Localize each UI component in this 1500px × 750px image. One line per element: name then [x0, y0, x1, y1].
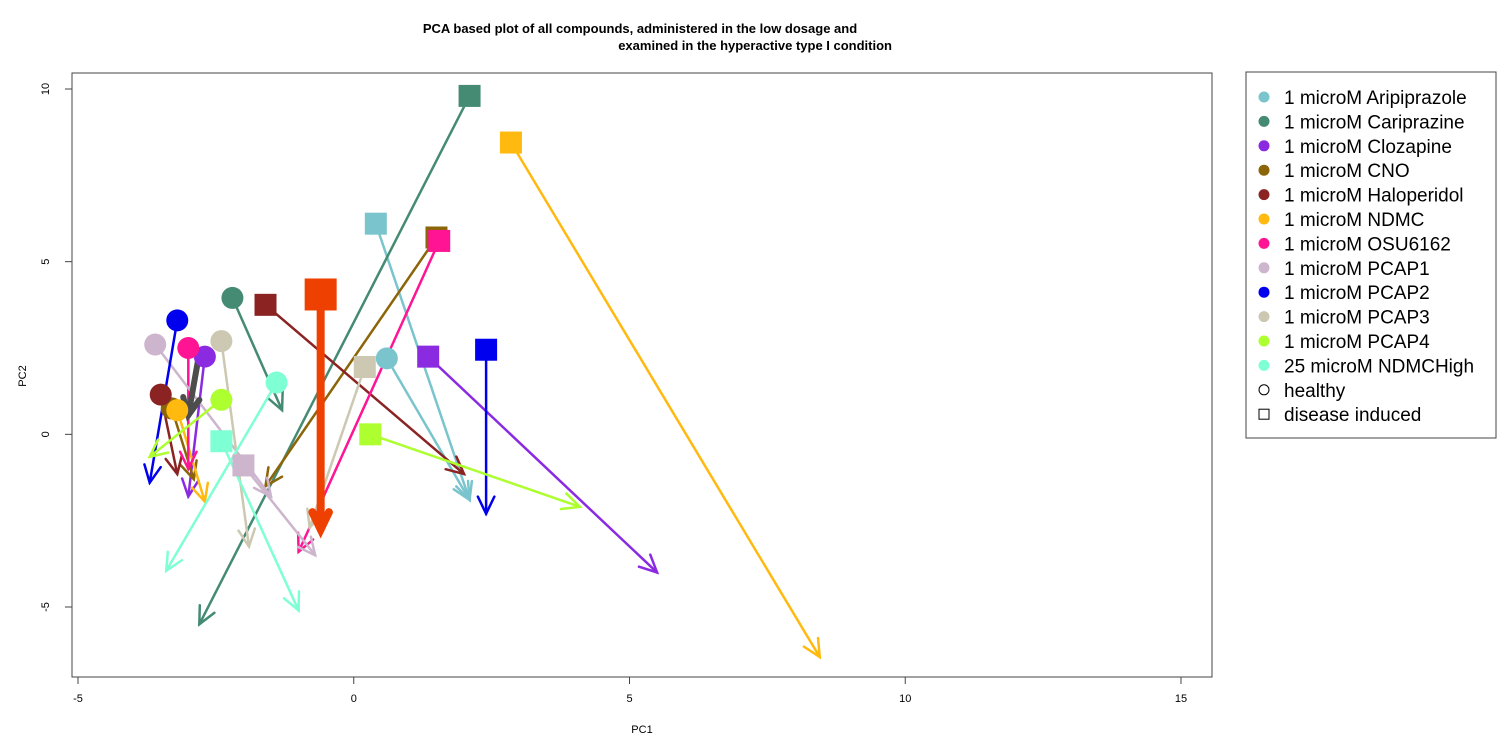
legend-swatch	[1258, 262, 1270, 274]
legend-healthy-symbol	[1258, 384, 1270, 396]
arrow-disease	[263, 236, 438, 489]
arrow-disease	[426, 355, 660, 575]
legend: 1 microM Aripiprazole 1 microM Cariprazin…	[1245, 71, 1497, 439]
legend-swatch	[1258, 335, 1270, 347]
healthy-point	[177, 337, 200, 359]
legend-disease-symbol	[1258, 408, 1270, 420]
disease-point	[458, 84, 481, 107]
legend-label: 1 microM OSU6162	[1284, 234, 1451, 255]
arrow-disease	[306, 365, 367, 531]
legend-swatch	[1258, 359, 1270, 371]
disease-point	[304, 278, 337, 311]
healthy-point	[375, 347, 398, 370]
legend-swatch	[1258, 164, 1270, 176]
chart-title-line-1: PCA based plot of all compounds, adminis…	[423, 21, 857, 36]
legend-swatch	[1258, 91, 1270, 103]
legend-swatch	[1258, 213, 1270, 225]
legend-label: 1 microM Aripiprazole	[1284, 88, 1467, 109]
x-tick-label: -5	[73, 693, 83, 705]
arrow-disease	[242, 464, 317, 558]
healthy-point	[193, 345, 216, 368]
legend-label: 1 microM Haloperidol	[1284, 186, 1464, 207]
disease-point	[428, 229, 451, 252]
healthy-point	[166, 399, 189, 422]
plot-frame	[71, 72, 1213, 678]
legend-label: 1 microM PCAP3	[1284, 308, 1430, 329]
arrow-disease	[369, 433, 583, 511]
legend-label: 1 microM Cariprazine	[1284, 112, 1465, 133]
legend-label: 1 microM NDMC	[1284, 210, 1424, 231]
legend-swatch	[1258, 189, 1270, 201]
legend-swatch	[1258, 140, 1270, 152]
legend-label: 25 microM NDMCHigh	[1284, 356, 1474, 377]
legend-swatch	[1258, 286, 1270, 298]
legend-swatch	[1258, 311, 1270, 323]
arrow-healthy	[164, 381, 278, 574]
x-tick-label: 5	[626, 693, 632, 705]
legend-shape-label: healthy	[1284, 381, 1346, 402]
arrow-disease	[264, 303, 467, 476]
legend-shape-label: disease induced	[1284, 405, 1421, 426]
disease-point	[232, 454, 255, 477]
arrows-layer	[143, 94, 822, 660]
x-tick-label: 0	[351, 693, 357, 705]
legend-label: 1 microM Clozapine	[1284, 137, 1452, 158]
legend-label: 1 microM PCAP4	[1284, 332, 1430, 353]
healthy-point	[210, 330, 233, 353]
arrow-disease	[509, 141, 822, 660]
y-tick-label: 5	[40, 259, 52, 265]
healthy-point	[149, 383, 172, 406]
y-axis: -5 0 5 10	[40, 83, 73, 612]
chart-title-line-2: examined in the hyperactive type I condi…	[618, 38, 892, 53]
legend-label: 1 microM PCAP2	[1284, 283, 1430, 304]
arrow-healthy	[176, 408, 210, 505]
healthy-point	[265, 371, 288, 394]
arrow-healthy	[147, 398, 223, 459]
healthy-point	[210, 388, 233, 411]
healthy-point	[221, 286, 244, 309]
disease-point	[359, 423, 382, 446]
legend-swatch	[1258, 115, 1270, 127]
x-axis: -5 0 5 10 15	[73, 676, 1187, 705]
x-axis-label: PC1	[631, 724, 652, 736]
markers-layer	[144, 84, 522, 477]
disease-point	[210, 430, 233, 453]
arrow-disease	[476, 348, 496, 517]
disease-point	[475, 338, 498, 361]
disease-point	[353, 355, 376, 378]
healthy-point	[144, 333, 167, 356]
arrow-disease	[198, 94, 471, 627]
disease-point	[499, 131, 522, 154]
healthy-point	[166, 309, 189, 332]
y-tick-label: -5	[40, 602, 52, 612]
legend-label: 1 microM CNO	[1284, 161, 1410, 182]
disease-point	[417, 345, 440, 368]
arrow-extra	[308, 290, 333, 539]
legend-entries: 1 microM Aripiprazole 1 microM Cariprazin…	[1258, 88, 1474, 426]
disease-point	[254, 293, 277, 316]
x-tick-label: 10	[899, 693, 911, 705]
legend-swatch	[1258, 237, 1270, 249]
disease-point	[364, 212, 387, 235]
y-tick-label: 0	[40, 431, 52, 437]
y-tick-label: 10	[40, 83, 52, 95]
arrow-healthy	[220, 339, 257, 550]
legend-box	[1245, 71, 1497, 439]
y-axis-label: PC2	[17, 365, 29, 386]
x-tick-label: 15	[1175, 693, 1187, 705]
legend-label: 1 microM PCAP1	[1284, 259, 1430, 280]
